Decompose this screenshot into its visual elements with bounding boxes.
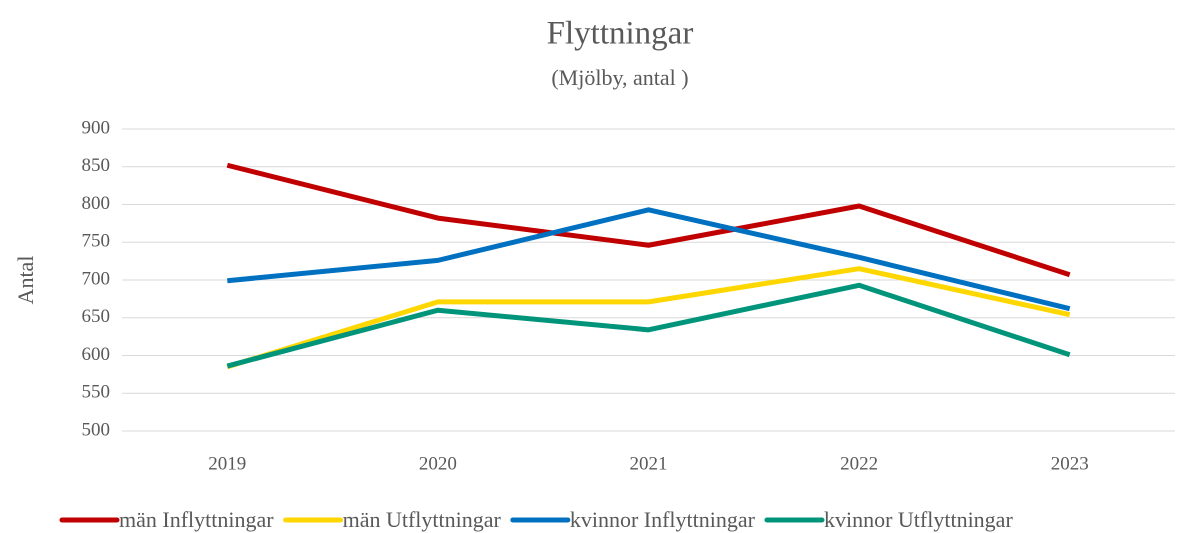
x-tick-label: 2019 bbox=[208, 453, 246, 474]
line-series bbox=[227, 207, 1071, 312]
y-tick-label: 850 bbox=[82, 155, 111, 176]
x-tick-label: 2020 bbox=[419, 453, 457, 474]
chart-subtitle: (Mjölby, antal ) bbox=[551, 65, 688, 90]
line-series bbox=[226, 162, 1071, 278]
legend-label: män Utflyttningar bbox=[343, 507, 502, 532]
legend-label: kvinnor Utflyttningar bbox=[824, 507, 1013, 532]
x-tick-label: 2022 bbox=[840, 453, 878, 474]
y-axis-label: Antal bbox=[13, 256, 38, 305]
x-tick-label: 2023 bbox=[1051, 453, 1089, 474]
y-tick-label: 500 bbox=[82, 419, 111, 440]
legend-label: män Inflyttningar bbox=[119, 507, 274, 532]
line-series bbox=[226, 266, 1071, 370]
y-tick-label: 600 bbox=[82, 344, 111, 365]
y-tick-label: 550 bbox=[82, 382, 111, 403]
y-tick-label: 750 bbox=[82, 231, 111, 252]
chart-title: Flyttningar bbox=[547, 16, 694, 52]
x-tick-label: 2021 bbox=[630, 453, 668, 474]
y-tick-label: 700 bbox=[82, 268, 111, 289]
legend-label: kvinnor Inflyttningar bbox=[570, 507, 756, 532]
y-tick-label: 800 bbox=[82, 193, 111, 214]
y-tick-label: 900 bbox=[82, 117, 111, 138]
y-tick-label: 650 bbox=[82, 306, 111, 327]
line-series bbox=[226, 282, 1071, 369]
